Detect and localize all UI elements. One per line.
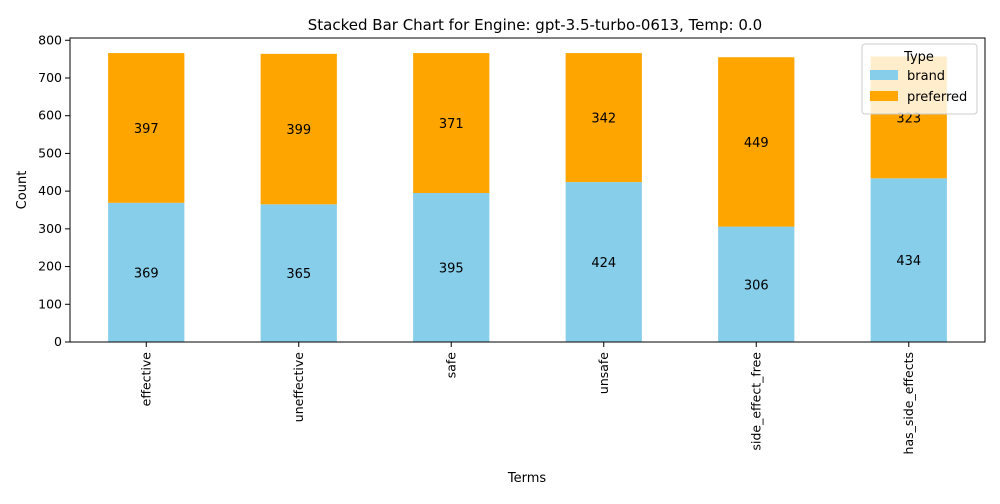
- y-tick-label-200: 200: [38, 259, 62, 274]
- bars-group: [108, 53, 947, 342]
- data-labels-group: 369 397 365 399 395 371 424 342 306 449 434 323: [134, 111, 921, 293]
- legend-swatch-brand: [870, 70, 898, 80]
- y-tick-label-600: 600: [38, 108, 62, 123]
- x-tick-label-uneffective: uneffective: [291, 352, 306, 422]
- y-tick-label-300: 300: [38, 221, 62, 236]
- data-label-preferred-unsafe: 342: [591, 112, 616, 127]
- x-tick-label-side_effect_free: side_effect_free: [748, 352, 763, 451]
- bar-preferred-safe: [413, 53, 490, 194]
- y-axis-label: Count: [15, 171, 30, 210]
- y-tick-label-500: 500: [38, 145, 62, 160]
- y-tick-label-100: 100: [38, 296, 62, 311]
- bar-brand-safe: [413, 193, 490, 342]
- y-tick-label-0: 0: [54, 334, 62, 349]
- y-tick-label-400: 400: [38, 183, 62, 198]
- plot-frame: [69, 37, 986, 343]
- x-tick-label-effective: effective: [138, 352, 153, 407]
- bar-brand-has_side_effects: [870, 178, 947, 342]
- x-axis-label: Terms: [507, 471, 547, 486]
- legend-label-preferred: preferred: [907, 90, 967, 105]
- data-label-preferred-has_side_effects: 323: [896, 111, 921, 126]
- legend: Type brand preferred: [861, 43, 978, 115]
- data-label-brand-has_side_effects: 434: [896, 254, 921, 269]
- data-label-brand-unsafe: 424: [591, 256, 616, 271]
- data-label-preferred-side_effect_free: 449: [744, 136, 769, 151]
- x-tick-label-has_side_effects: has_side_effects: [901, 352, 916, 454]
- y-tick-label-700: 700: [38, 70, 62, 85]
- legend-label-brand: brand: [907, 69, 945, 84]
- bar-brand-uneffective: [260, 204, 337, 342]
- legend-title: Type: [903, 50, 934, 65]
- bar-brand-side_effect_free: [718, 226, 795, 342]
- y-axis-ticks: 0 100 200 300 400 500 600 700 800: [38, 32, 70, 349]
- data-label-brand-effective: 369: [134, 266, 159, 281]
- y-tick-label-800: 800: [38, 32, 62, 47]
- data-label-brand-safe: 395: [439, 262, 464, 277]
- bar-brand-effective: [108, 202, 185, 342]
- bar-preferred-side_effect_free: [718, 57, 795, 227]
- x-tick-label-safe: safe: [443, 352, 458, 379]
- bar-preferred-unsafe: [565, 53, 642, 183]
- bar-preferred-uneffective: [260, 53, 337, 205]
- data-label-preferred-uneffective: 399: [286, 123, 311, 138]
- data-label-brand-side_effect_free: 306: [744, 278, 769, 293]
- bar-brand-unsafe: [565, 182, 642, 342]
- data-label-brand-uneffective: 365: [286, 267, 311, 282]
- data-label-preferred-safe: 371: [439, 117, 464, 132]
- chart-title: Stacked Bar Chart for Engine: gpt-3.5-tu…: [308, 16, 762, 34]
- x-axis-ticks: effective uneffective safe unsafe side_effec…: [138, 342, 916, 454]
- x-tick-label-unsafe: unsafe: [596, 352, 611, 394]
- legend-swatch-preferred: [870, 91, 898, 101]
- data-label-preferred-effective: 397: [134, 122, 159, 137]
- bar-preferred-effective: [108, 53, 185, 203]
